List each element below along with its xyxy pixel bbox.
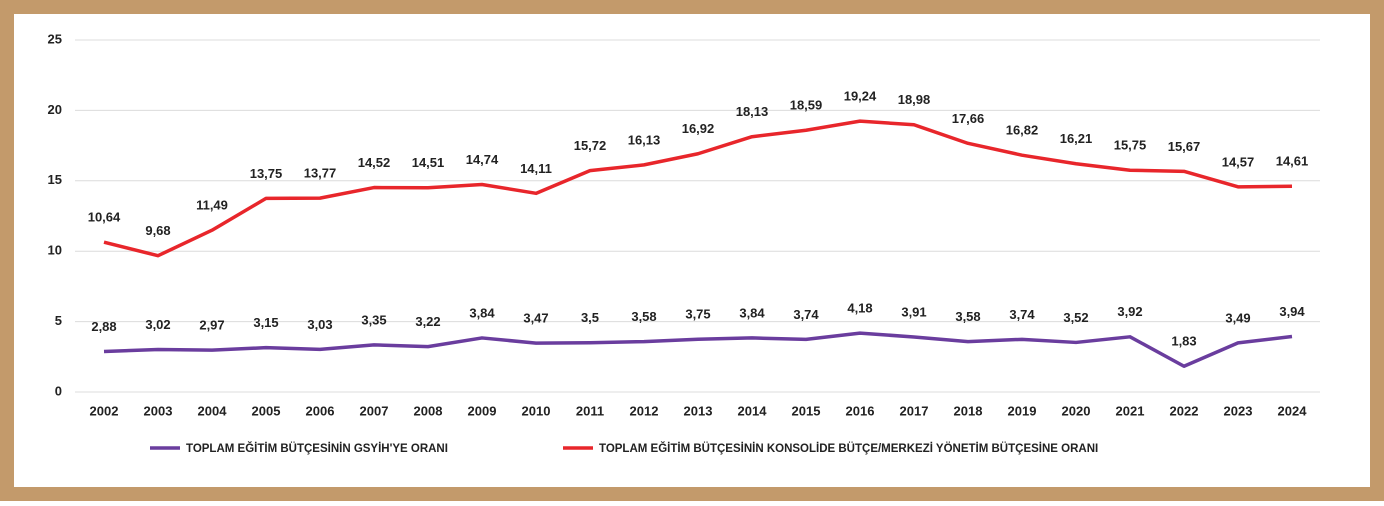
x-tick-label: 2017 (900, 403, 929, 418)
data-label: 3,75 (685, 307, 710, 322)
data-label: 18,98 (898, 92, 931, 107)
data-label: 3,49 (1225, 310, 1250, 325)
x-tick-label: 2015 (792, 403, 821, 418)
data-label: 18,59 (790, 98, 823, 113)
data-label: 4,18 (847, 301, 872, 316)
x-tick-label: 2006 (306, 403, 335, 418)
data-label: 15,75 (1114, 138, 1147, 153)
data-label: 17,66 (952, 111, 985, 126)
data-label: 3,03 (307, 317, 332, 332)
x-tick-label: 2009 (468, 403, 497, 418)
y-tick-label: 20 (48, 102, 62, 117)
series-line (103, 331, 1293, 368)
x-tick-label: 2003 (144, 403, 173, 418)
data-label: 2,97 (199, 318, 224, 333)
data-label: 11,49 (196, 198, 228, 213)
data-label: 3,52 (1063, 310, 1088, 325)
x-tick-label: 2023 (1224, 403, 1253, 418)
x-tick-label: 2014 (738, 403, 768, 418)
data-label: 10,64 (88, 210, 121, 225)
data-label: 14,52 (358, 155, 391, 170)
data-label: 14,61 (1276, 154, 1309, 169)
data-label: 14,51 (412, 155, 445, 170)
y-tick-label: 0 (55, 383, 62, 398)
data-label: 14,57 (1222, 154, 1255, 169)
data-label: 19,24 (844, 89, 877, 104)
x-tick-label: 2021 (1116, 403, 1145, 418)
data-label: 3,02 (145, 317, 170, 332)
data-label: 15,67 (1168, 139, 1201, 154)
legend-label: TOPLAM EĞİTİM BÜTÇESİNİN GSYİH'YE ORANI (186, 442, 448, 455)
y-tick-label: 25 (48, 31, 62, 46)
data-label: 18,13 (736, 104, 769, 119)
x-tick-label: 2005 (252, 403, 281, 418)
data-label: 3,15 (253, 315, 278, 330)
x-tick-label: 2008 (414, 403, 443, 418)
y-tick-label: 5 (55, 313, 62, 328)
x-tick-label: 2007 (360, 403, 389, 418)
data-label: 2,88 (91, 319, 116, 334)
data-label: 16,82 (1006, 123, 1039, 138)
data-label: 14,74 (466, 152, 499, 167)
x-tick-label: 2016 (846, 403, 875, 418)
legend-label: TOPLAM EĞİTİM BÜTÇESİNİN KONSOLİDE BÜTÇE… (599, 442, 1098, 455)
x-tick-label: 2018 (954, 403, 983, 418)
data-label: 3,74 (793, 307, 819, 322)
data-label: 9,68 (145, 223, 170, 238)
x-tick-label: 2019 (1008, 403, 1037, 418)
data-label: 3,92 (1117, 304, 1142, 319)
x-tick-label: 2020 (1062, 403, 1091, 418)
x-tick-label: 2011 (576, 403, 604, 418)
data-label: 16,92 (682, 121, 715, 136)
data-label: 13,77 (304, 166, 337, 181)
data-label: 1,83 (1171, 334, 1196, 349)
data-label: 3,58 (955, 309, 980, 324)
x-tick-label: 2002 (90, 403, 119, 418)
data-label: 3,91 (901, 304, 926, 319)
x-tick-label: 2022 (1170, 403, 1199, 418)
data-label: 3,84 (469, 305, 495, 320)
x-tick-label: 2024 (1278, 403, 1308, 418)
data-label: 3,35 (361, 312, 386, 327)
data-label: 3,22 (415, 314, 440, 329)
x-tick-label: 2010 (522, 403, 551, 418)
data-label: 16,13 (628, 132, 661, 147)
x-tick-label: 2012 (630, 403, 659, 418)
y-tick-label: 10 (48, 243, 62, 258)
x-tick-label: 2004 (198, 403, 228, 418)
data-label: 16,21 (1060, 131, 1093, 146)
data-label: 3,58 (631, 309, 656, 324)
x-tick-label: 2013 (684, 403, 713, 418)
data-label: 3,74 (1009, 307, 1035, 322)
y-tick-label: 15 (48, 172, 62, 187)
data-label: 13,75 (250, 166, 283, 181)
data-label: 3,5 (581, 310, 599, 325)
series-line (103, 119, 1293, 258)
data-label: 15,72 (574, 138, 607, 153)
data-label: 3,84 (739, 305, 765, 320)
data-label: 14,11 (520, 161, 552, 176)
data-label: 3,94 (1279, 304, 1305, 319)
data-label: 3,47 (523, 311, 548, 326)
